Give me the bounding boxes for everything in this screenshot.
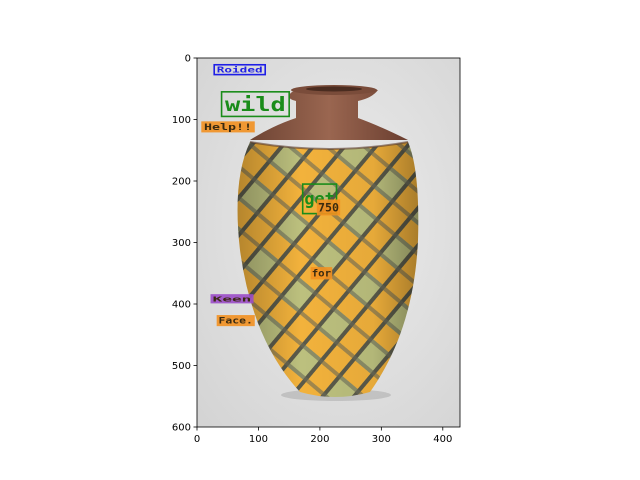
vase-photo bbox=[197, 58, 460, 427]
y-tick-label: 100 bbox=[172, 115, 191, 126]
annotation-word: Roided bbox=[217, 64, 263, 74]
vase bbox=[237, 85, 419, 401]
annotation-box bbox=[201, 121, 255, 133]
annotation-help: Help!! bbox=[201, 121, 255, 133]
axes: 0 100 200 300 400 0 100 200 300 400 500 600 bbox=[172, 54, 461, 445]
x-axis: 0 100 200 300 400 bbox=[194, 427, 452, 445]
annotation-750: 750 bbox=[316, 199, 341, 216]
annotation-box bbox=[216, 315, 255, 327]
annotation-word: Help!! bbox=[204, 123, 252, 133]
x-tick-label: 300 bbox=[372, 434, 391, 445]
annotation-box bbox=[310, 267, 333, 280]
y-tick-label: 400 bbox=[172, 300, 191, 311]
y-tick-label: 500 bbox=[172, 361, 191, 372]
annotation-box bbox=[316, 199, 341, 216]
x-tick-label: 400 bbox=[433, 434, 452, 445]
annotation-box bbox=[220, 91, 290, 118]
annotation-keen: Keen bbox=[210, 294, 254, 304]
annotation-roided: Roided bbox=[213, 63, 267, 76]
y-tick-label: 600 bbox=[172, 423, 191, 434]
annotation-word: Face. bbox=[219, 317, 253, 327]
y-tick-label: 0 bbox=[185, 54, 191, 65]
annotation-word: 750 bbox=[318, 201, 339, 215]
y-tick-label: 300 bbox=[172, 238, 191, 249]
annotation-word: Keen bbox=[213, 294, 252, 303]
x-tick-label: 0 bbox=[194, 434, 200, 445]
y-axis: 0 100 200 300 400 500 600 bbox=[172, 54, 197, 434]
y-tick-label: 200 bbox=[172, 177, 191, 188]
annotation-word: wild bbox=[225, 93, 286, 116]
annotation-box bbox=[213, 63, 267, 76]
x-tick-label: 200 bbox=[310, 434, 329, 445]
x-tick-label: 100 bbox=[249, 434, 268, 445]
annotation-word: for bbox=[312, 269, 332, 280]
annotation-for: for bbox=[310, 267, 333, 280]
annotation-face: Face. bbox=[216, 315, 255, 327]
annotation-wild: wild bbox=[220, 91, 290, 118]
annotation-box bbox=[210, 294, 254, 304]
